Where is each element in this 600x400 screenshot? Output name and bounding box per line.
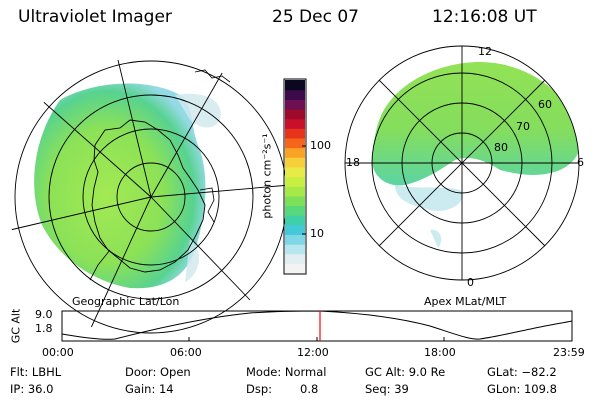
- dsp-value: 0.8: [300, 382, 319, 396]
- mlat-label-80: 80: [494, 141, 508, 154]
- observation-date: 25 Dec 07: [272, 7, 359, 27]
- colorbar-segment: [285, 89, 305, 100]
- right-map-caption: Apex MLat/MLT: [424, 295, 507, 308]
- time-tick-1200: 12:00: [297, 346, 329, 359]
- geographic-grid: [9, 59, 291, 334]
- mode-info: Mode: Normal: [246, 365, 327, 379]
- left-auroral-emission: [34, 83, 206, 289]
- mlt-label-18: 18: [346, 156, 360, 169]
- gc-alt-axis-label: GC Alt: [9, 308, 23, 344]
- mlat-label-70: 70: [516, 120, 530, 133]
- colorbar-segment: [285, 244, 305, 255]
- altitude-curve: [61, 310, 573, 340]
- door-info: Door: Open: [125, 365, 191, 379]
- colorbar-tick-10: 10: [310, 227, 324, 240]
- mlat-label-60: 60: [538, 98, 552, 111]
- gc-alt-tick-high: 9.0: [35, 308, 53, 321]
- glon-info: GLon: 109.8: [487, 382, 557, 396]
- left-noise-speckle: [175, 93, 221, 282]
- coastline-fragment: [89, 69, 231, 281]
- colorbar-segment: [285, 99, 305, 110]
- left-map-caption: Geographic Lat/Lon: [72, 295, 180, 308]
- colorbar-segment: [285, 253, 305, 264]
- right-auroral-oval: [371, 62, 579, 186]
- time-tick-0000: 00:00: [42, 346, 74, 359]
- time-tick-1800: 18:00: [424, 346, 456, 359]
- colorbar-segment: [285, 186, 305, 197]
- colorbar-segment: [285, 195, 305, 207]
- ip-info: IP: 36.0: [10, 382, 54, 396]
- colorbar-segment: [285, 157, 305, 168]
- right-noise-speckle: [395, 185, 463, 248]
- color-bar: [283, 78, 307, 275]
- colorbar-segment: [285, 108, 305, 120]
- time-tick-0600: 06:00: [170, 346, 202, 359]
- seq-info: Seq: 39: [365, 382, 409, 396]
- mlt-label-6: 6: [577, 156, 584, 169]
- colorbar-segment: [285, 263, 305, 274]
- time-tick-2359: 23:59: [553, 346, 585, 359]
- colorbar-segment: [285, 224, 305, 235]
- colorbar-segment: [285, 128, 305, 139]
- mlt-label-12: 12: [478, 45, 492, 58]
- observation-time: 12:16:08 UT: [432, 7, 537, 27]
- mlt-label-0: 0: [467, 276, 474, 289]
- colorbar-segment: [285, 205, 305, 216]
- colorbar-segment: [285, 176, 305, 187]
- gc-alt-info: GC Alt: 9.0 Re: [365, 365, 446, 379]
- filter-info: Flt: LBHL: [10, 365, 62, 379]
- instrument-title: Ultraviolet Imager: [18, 7, 172, 27]
- colorbar-segment: [285, 234, 305, 245]
- colorbar-tick-100: 100: [310, 139, 331, 152]
- apex-grid: [344, 45, 580, 281]
- colorbar-segment: [285, 118, 305, 129]
- apex-mlat-mlt-map: [344, 45, 580, 281]
- continent-outline: [91, 119, 206, 273]
- dsp-label: Dsp:: [246, 382, 273, 396]
- gain-info: Gain: 14: [125, 382, 174, 396]
- colorbar-segment: [285, 215, 305, 226]
- altitude-timeline: [61, 310, 573, 342]
- colorbar-segment: [285, 147, 305, 158]
- gc-alt-tick-low: 1.8: [35, 322, 53, 335]
- glat-info: GLat: −82.2: [487, 365, 557, 379]
- geographic-map: [9, 59, 291, 334]
- colorbar-units-label: photon cm⁻²s⁻¹: [260, 133, 274, 219]
- colorbar-segment: [285, 80, 305, 91]
- colorbar-segment: [285, 137, 305, 149]
- colorbar-segment: [285, 166, 305, 178]
